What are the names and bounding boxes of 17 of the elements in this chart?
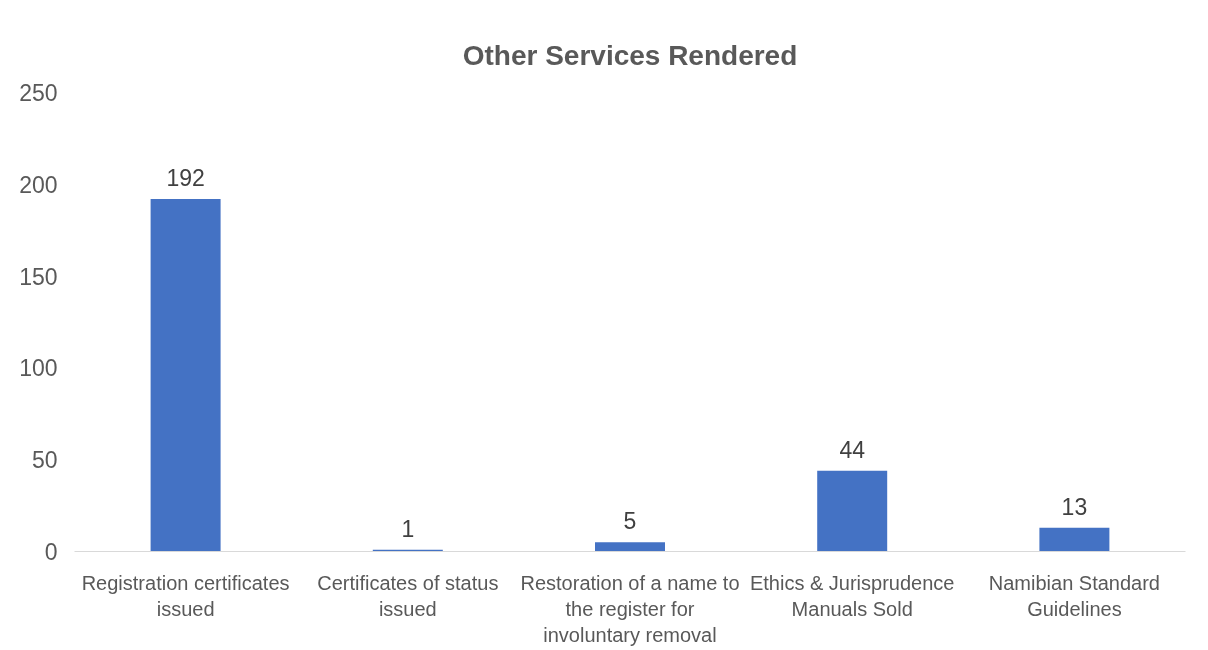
y-tick-label: 50 [31, 447, 58, 474]
y-tick-label: 250 [19, 80, 58, 106]
data-label: 5 [623, 508, 637, 535]
y-tick-label: 150 [19, 263, 58, 290]
y-tick-label: 200 [19, 171, 58, 198]
data-label: 1 [401, 515, 415, 542]
x-tick-label: Certificates of status issued [317, 571, 499, 620]
y-tick-label: 0 [44, 539, 58, 565]
y-tick-label: 100 [19, 355, 58, 382]
chart-title: Other Services Rendered [462, 39, 798, 71]
data-label: 192 [166, 164, 205, 191]
data-label: 13 [1061, 493, 1088, 520]
x-tick-label: Registration certificates issued [81, 571, 290, 620]
x-tick-label: Ethics & Jurisprudence Manuals Sold [749, 571, 955, 620]
data-label: 44 [839, 436, 866, 463]
x-tick-label: Restoration of a name to the register for involuntary removal [520, 571, 740, 647]
x-tick-label: Namibian Standard Guidelines [988, 571, 1161, 620]
